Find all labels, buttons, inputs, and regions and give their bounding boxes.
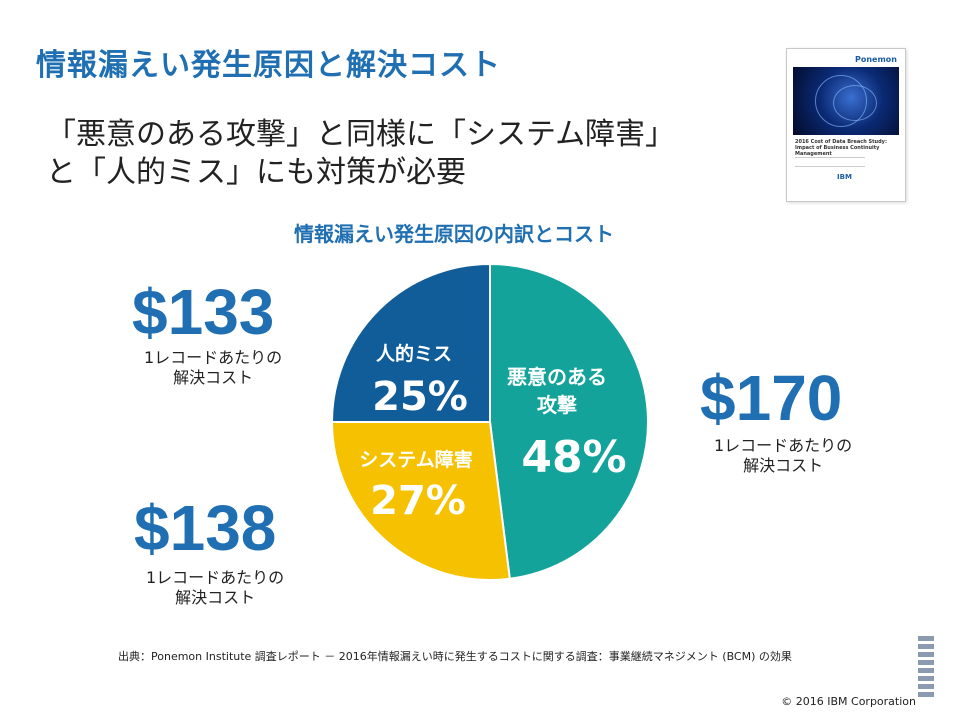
ibm-logo-icon <box>918 636 934 698</box>
cost-malicious-note: 1レコードあたりの 解決コスト <box>714 436 852 476</box>
cost-human-note-line1: 1レコードあたりの <box>144 348 283 367</box>
pie-value-malicious: 48% <box>521 432 626 483</box>
report-text-lines <box>795 157 865 167</box>
pie-slice-malicious <box>489 262 649 580</box>
report-cover-image: Ponemon 2016 Cost of Data Breach Study: … <box>786 48 906 202</box>
pie-label-malicious-2: 攻撃 <box>537 393 577 417</box>
pie-slice-human <box>330 262 491 423</box>
cost-system: $138 <box>134 492 277 564</box>
cost-human: $133 <box>132 276 275 348</box>
pie-chart: 悪意のある攻撃 48% システム障害 27% 人的ミス 25% <box>330 262 649 581</box>
pie-label-human: 人的ミス <box>376 342 452 365</box>
cost-malicious-note-line2: 解決コスト <box>743 456 824 475</box>
subtitle-line-1: 「悪意のある攻撃」と同様に「システム障害」 <box>46 117 676 152</box>
cost-malicious-note-line1: 1レコードあたりの <box>714 436 853 455</box>
source-note: 出典：Ponemon Institute 調査レポート － 2016年情報漏えい… <box>118 650 792 663</box>
cost-system-note-line2: 解決コスト <box>175 588 256 607</box>
page-title: 情報漏えい発生原因と解決コスト <box>36 48 501 83</box>
cost-human-note-line2: 解決コスト <box>173 368 254 387</box>
chart-title: 情報漏えい発生原因の内訳とコスト <box>294 222 614 246</box>
pie-label-malicious-1: 悪意のある <box>507 365 607 389</box>
cost-system-note: 1レコードあたりの 解決コスト <box>146 568 284 608</box>
cost-human-note: 1レコードあたりの 解決コスト <box>144 348 282 388</box>
cost-system-note-line1: 1レコードあたりの <box>146 568 285 587</box>
report-cover-graphic <box>793 67 899 135</box>
pie-label-system: システム障害 <box>359 448 472 471</box>
report-brand: Ponemon <box>854 55 897 64</box>
report-ibm-logo: IBM <box>837 173 852 181</box>
subtitle: 「悪意のある攻撃」と同様に「システム障害」 と「人的ミス」にも対策が必要 <box>46 116 776 192</box>
cost-malicious: $170 <box>700 362 843 434</box>
pie-slice-system <box>330 421 511 581</box>
pie-value-system: 27% <box>370 478 466 524</box>
subtitle-line-2: と「人的ミス」にも対策が必要 <box>46 155 466 190</box>
pie-value-human: 25% <box>372 374 468 420</box>
report-title: 2016 Cost of Data Breach Study: Impact o… <box>795 139 887 157</box>
copyright: © 2016 IBM Corporation <box>781 695 916 708</box>
